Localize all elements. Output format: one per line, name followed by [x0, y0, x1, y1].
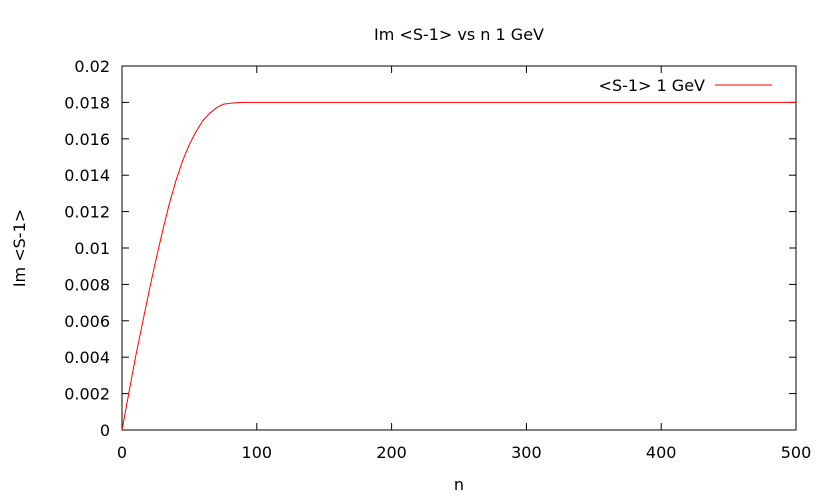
y-tick-label: 0.01 — [74, 239, 110, 258]
x-tick-label: 500 — [781, 443, 812, 462]
y-tick-label: 0.004 — [64, 348, 110, 367]
legend-entry-label: <S-1> 1 GeV — [599, 76, 706, 95]
x-tick-label: 200 — [376, 443, 407, 462]
y-tick-label: 0.02 — [74, 57, 110, 76]
y-tick-label: 0 — [100, 421, 110, 440]
x-tick-label: 0 — [117, 443, 127, 462]
y-axis-label: Im <S-1> — [10, 209, 29, 287]
y-tick-label: 0.006 — [64, 312, 110, 331]
legend: <S-1> 1 GeV — [599, 76, 772, 95]
y-tick-label: 0.012 — [64, 203, 110, 222]
chart-title: Im <S-1> vs n 1 GeV — [374, 25, 544, 44]
y-tick-label: 0.018 — [64, 93, 110, 112]
series-line — [121, 101, 796, 431]
x-tick-label: 400 — [646, 443, 677, 462]
y-tick-label: 0.008 — [64, 275, 110, 294]
x-axis-label: n — [454, 475, 464, 494]
y-tick-label: 0.014 — [64, 166, 110, 185]
y-tick-label: 0.002 — [64, 385, 110, 404]
x-tick-label: 100 — [242, 443, 273, 462]
plot-frame — [121, 65, 797, 431]
y-tick-label: 0.016 — [64, 130, 110, 149]
x-tick-label: 300 — [511, 443, 542, 462]
